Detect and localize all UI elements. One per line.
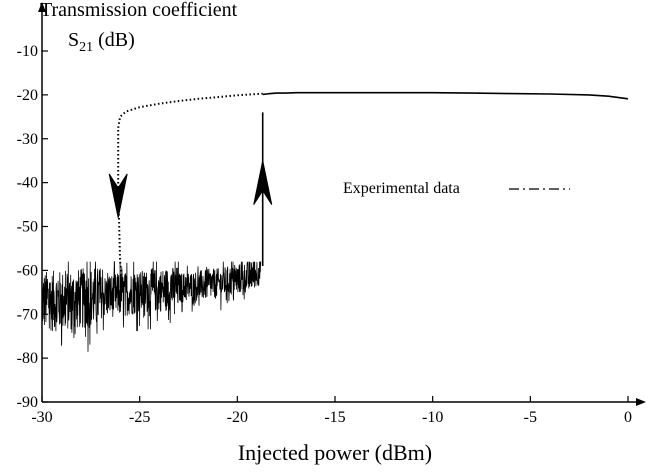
y-tick-label: -30 [17, 131, 38, 148]
noise-trace-line [41, 261, 262, 352]
y-tick-label: -80 [17, 350, 38, 367]
y-tick-label: -70 [17, 306, 38, 323]
x-tick-label: 0 [624, 409, 632, 426]
arrow-down [108, 173, 128, 218]
series-line-2 [117, 130, 124, 280]
y-tick-label: -40 [17, 175, 38, 192]
legend-label: Experimental data [343, 180, 460, 197]
y-tick-label: -60 [17, 262, 38, 279]
x-axis-title: Injected power (dBm) [238, 440, 432, 465]
y-axis-subtitle-sub: 21 [79, 40, 93, 55]
y-ticks: -10 -20 -30 -40 -50 -60 -70 -80 -90 [17, 43, 48, 411]
arrow-up [253, 160, 273, 205]
hysteresis-arrows [108, 160, 273, 218]
x-tick-label: -10 [422, 409, 443, 426]
x-tick-label: -15 [324, 409, 345, 426]
y-tick-label: -50 [17, 219, 38, 236]
x-axis-arrowhead [636, 398, 646, 406]
y-tick-label: -20 [17, 87, 38, 104]
series-line-0 [117, 92, 263, 128]
y-axis-title: Transmission coefficient [40, 0, 238, 21]
axes [38, 2, 646, 406]
y-axis-arrowhead [38, 2, 46, 12]
y-axis-subtitle-unit: (dB) [93, 29, 135, 51]
x-ticks: -30 -25 -20 -15 -10 -5 0 [31, 396, 632, 426]
legend: Experimental data [343, 180, 570, 197]
x-tick-label: -25 [129, 409, 150, 426]
y-axis-subtitle-s: S [68, 29, 79, 51]
x-tick-label: -30 [31, 409, 52, 426]
series-line-1 [262, 91, 629, 100]
noise-floor-trace [41, 261, 262, 352]
x-tick-label: -5 [524, 409, 537, 426]
y-tick-label: -90 [17, 394, 38, 411]
x-tick-label: -20 [227, 409, 248, 426]
y-tick-label: -10 [17, 43, 38, 60]
y-axis-subtitle: S21 (dB) [68, 29, 135, 55]
